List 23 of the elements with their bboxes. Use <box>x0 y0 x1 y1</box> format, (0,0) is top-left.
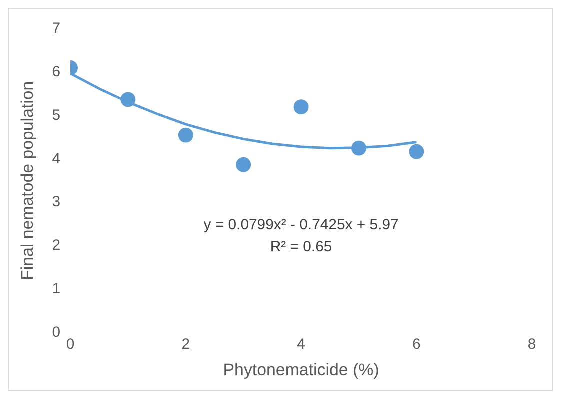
x-tick-label: 8 <box>528 336 536 353</box>
y-axis-title: Final nematode population <box>18 81 37 280</box>
point <box>178 128 194 143</box>
x-tick-label: 2 <box>182 336 190 353</box>
y-tick-label: 4 <box>52 150 61 168</box>
x-tick-label: 6 <box>412 336 421 353</box>
point <box>294 100 309 115</box>
y-tick-label: 3 <box>52 194 61 211</box>
x-tick-label: 4 <box>297 336 306 353</box>
x-axis-title: Phytonematicide (%) <box>223 360 380 380</box>
point <box>120 92 136 108</box>
annotation: y = 0.0799x² - 0.7425x + 5.97 <box>204 216 399 234</box>
point <box>409 144 424 160</box>
y-tick-label: 5 <box>52 106 61 124</box>
y-tick-label: 6 <box>52 63 61 80</box>
y-tick-label: 0 <box>52 324 61 342</box>
point <box>236 157 252 172</box>
annotation: R² = 0.65 <box>270 238 332 256</box>
y-tick-label: 2 <box>52 237 61 254</box>
y-tick-label: 7 <box>52 20 61 38</box>
point <box>352 140 366 156</box>
x-tick-label: 0 <box>66 336 75 353</box>
y-tick-label: 1 <box>52 280 61 298</box>
